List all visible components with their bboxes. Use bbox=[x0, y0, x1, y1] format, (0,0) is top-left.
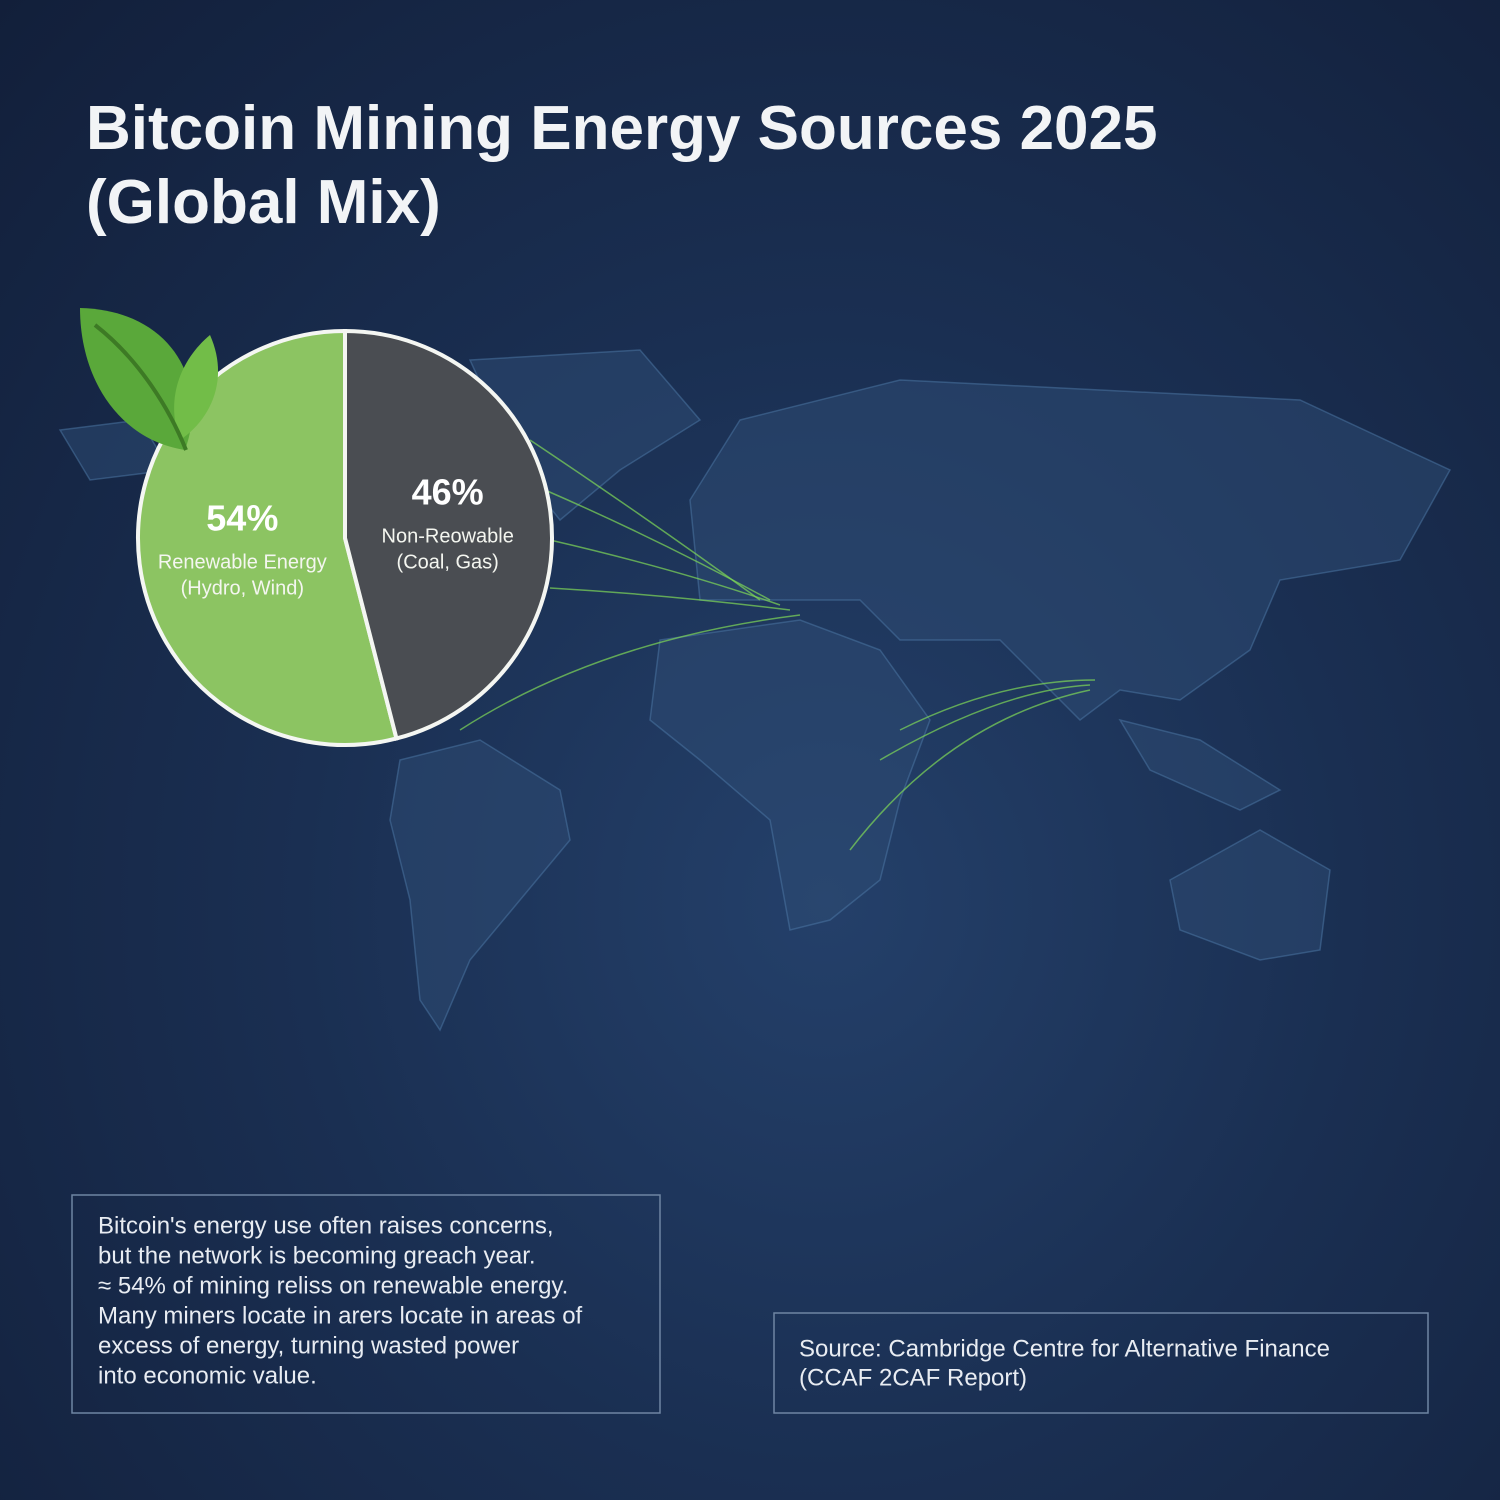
chart-title: Bitcoin Mining Energy Sources 2025 (Glob… bbox=[86, 94, 1158, 237]
slice-category-label: Non-Reowable bbox=[382, 525, 514, 547]
source-text: (CCAF 2CAF Report) bbox=[799, 1364, 1027, 1391]
note-box bbox=[71, 1194, 661, 1414]
slice-value-label: 46% bbox=[412, 472, 484, 513]
note-text: ≈ 54% of mining reliss on renewable ener… bbox=[98, 1272, 568, 1299]
slice-detail-label: (Coal, Gas) bbox=[397, 551, 499, 573]
pie-slice bbox=[343, 328, 554, 741]
world-map bbox=[58, 349, 1452, 1032]
note-text: into economic value. bbox=[98, 1362, 317, 1389]
slice-value-label: 54% bbox=[206, 497, 278, 538]
leaf-icon bbox=[80, 308, 219, 451]
connection-lines bbox=[459, 439, 1096, 851]
slice-category-label: Renewable Energy bbox=[158, 551, 327, 573]
note-text: Many miners locate in arers locate in ar… bbox=[98, 1302, 583, 1329]
source-text: Source: Cambridge Centre for Alternative… bbox=[799, 1335, 1330, 1362]
pie-slice bbox=[136, 328, 399, 747]
note-text: but the network is becoming greach year. bbox=[98, 1242, 536, 1269]
source-box bbox=[773, 1312, 1429, 1414]
slice-detail-label: (Hydro, Wind) bbox=[181, 577, 304, 599]
note-text: Bitcoin's energy use often raises concer… bbox=[98, 1212, 553, 1239]
note-text: excess of energy, turning wasted power bbox=[98, 1332, 519, 1359]
pie: 54% Renewable Energy (Hydro, Wind) 46% Non-R… bbox=[136, 328, 554, 747]
